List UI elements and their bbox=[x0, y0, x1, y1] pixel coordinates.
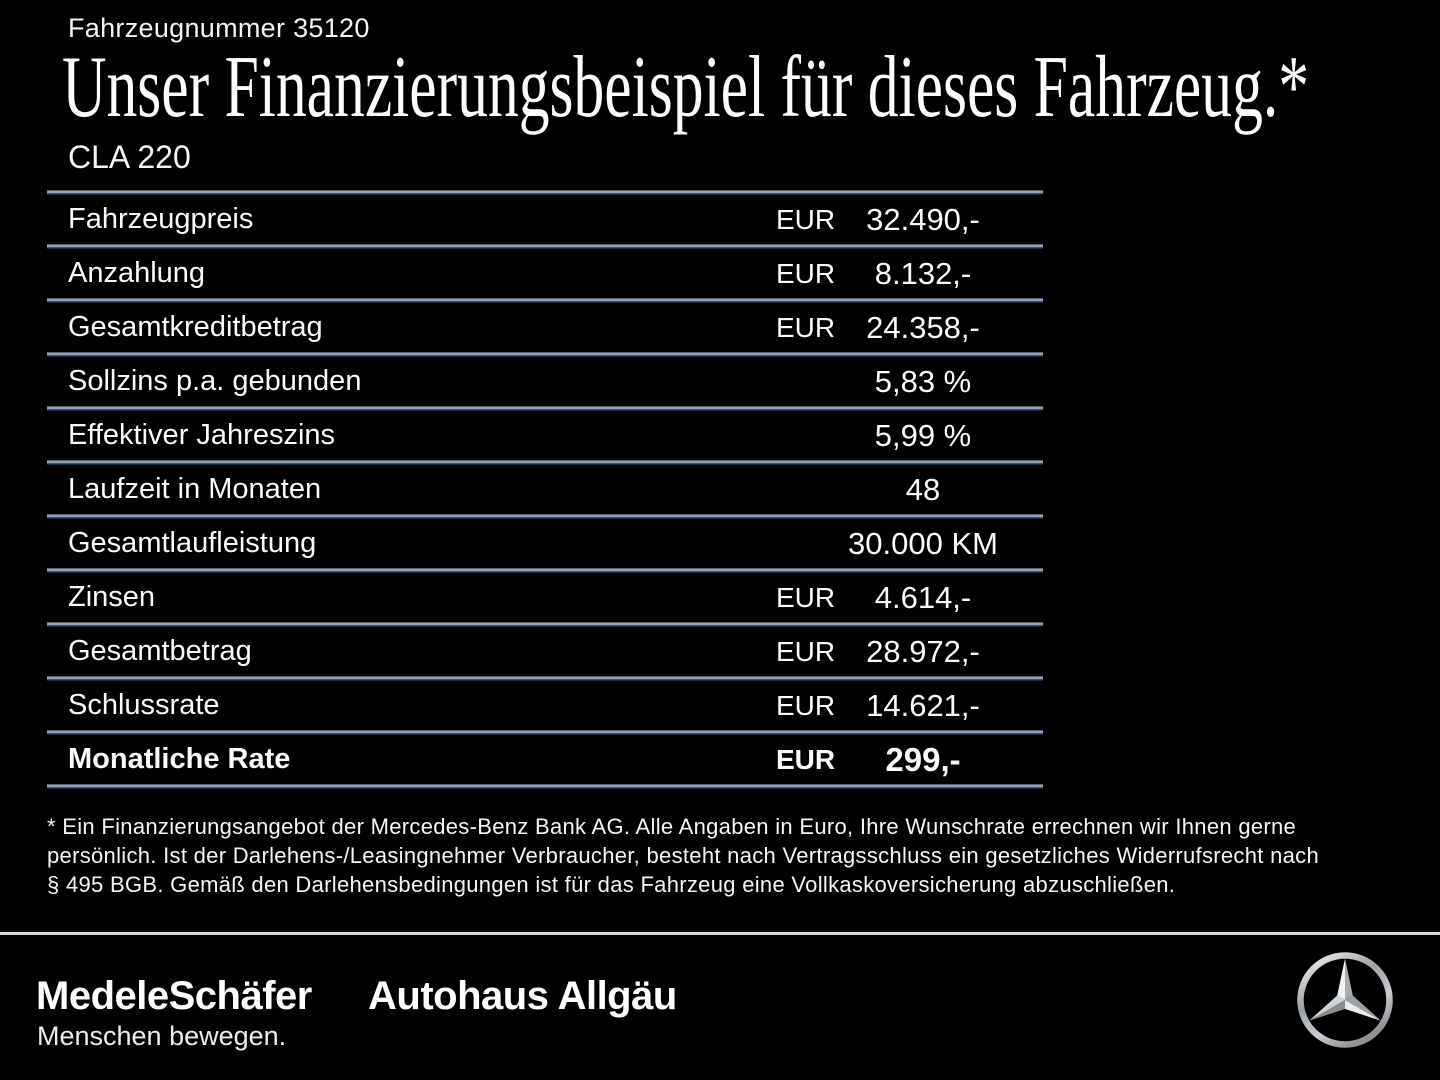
finance-row: Effektiver Jahreszins 5,99 % bbox=[47, 411, 1043, 460]
row-label: Anzahlung bbox=[68, 257, 206, 289]
dealer-name-secondary: Autohaus Allgäu bbox=[368, 974, 677, 1018]
currency-label: EUR bbox=[776, 581, 836, 613]
row-value: 4.614,- bbox=[874, 579, 972, 615]
currency-label: EUR bbox=[776, 203, 836, 235]
mercedes-star-icon bbox=[1297, 952, 1393, 1048]
vehicle-number: Fahrzeugnummer 35120 bbox=[68, 13, 370, 43]
finance-row: Anzahlung EUR 8.132,- bbox=[47, 249, 1043, 298]
dealer-tagline: Menschen bewegen. bbox=[37, 1021, 287, 1051]
row-separator bbox=[47, 568, 1043, 573]
row-separator bbox=[47, 298, 1043, 303]
footnote: * Ein Finanzierungsangebot der Mercedes-… bbox=[47, 812, 1319, 899]
row-value: 8.132,- bbox=[874, 255, 972, 291]
currency-label: EUR bbox=[776, 743, 836, 775]
currency-label: EUR bbox=[776, 689, 836, 721]
row-value: 5,99 % bbox=[874, 417, 972, 453]
row-label: Sollzins p.a. gebunden bbox=[68, 365, 362, 397]
finance-table: Fahrzeugpreis EUR 32.490,- Anzahlung EUR 8.13… bbox=[47, 190, 1043, 789]
finance-row: Zinsen EUR 4.614,- bbox=[47, 573, 1043, 622]
row-label: Effektiver Jahreszins bbox=[68, 419, 336, 451]
row-separator bbox=[47, 406, 1043, 411]
finance-row: Gesamtkreditbetrag EUR 24.358,- bbox=[47, 303, 1043, 352]
finance-row: Gesamtlaufleistung 30.000 KM bbox=[47, 519, 1043, 568]
row-separator bbox=[47, 784, 1043, 789]
model-name: CLA 220 bbox=[68, 139, 191, 175]
row-separator bbox=[47, 514, 1043, 519]
row-separator bbox=[47, 352, 1043, 357]
row-value: 24.358,- bbox=[866, 309, 980, 345]
page-title: Unser Finanzierungsbeispiel für dieses F… bbox=[62, 39, 1310, 136]
finance-row: Laufzeit in Monaten 48 bbox=[47, 465, 1043, 514]
footer-divider bbox=[0, 932, 1440, 935]
row-separator bbox=[47, 730, 1043, 735]
row-separator bbox=[47, 460, 1043, 465]
footnote-line: persönlich. Ist der Darlehens-/Leasingne… bbox=[47, 843, 1319, 868]
currency-label: EUR bbox=[776, 257, 836, 289]
currency-label: EUR bbox=[776, 635, 836, 667]
finance-row: Sollzins p.a. gebunden 5,83 % bbox=[47, 357, 1043, 406]
row-separator bbox=[47, 622, 1043, 627]
row-value: 32.490,- bbox=[866, 201, 980, 237]
row-label: Monatliche Rate bbox=[68, 743, 291, 775]
finance-row: Gesamtbetrag EUR 28.972,- bbox=[47, 627, 1043, 676]
row-value: 48 bbox=[905, 471, 941, 507]
row-label: Laufzeit in Monaten bbox=[68, 473, 322, 505]
finance-row: Monatliche Rate EUR 299,- bbox=[47, 735, 1043, 784]
row-label: Fahrzeugpreis bbox=[68, 203, 254, 235]
row-label: Gesamtkreditbetrag bbox=[68, 311, 323, 343]
row-label: Schlussrate bbox=[68, 689, 220, 721]
row-separator bbox=[47, 676, 1043, 681]
row-value: 14.621,- bbox=[866, 687, 980, 723]
row-value: 299,- bbox=[885, 740, 961, 778]
row-separator bbox=[47, 244, 1043, 249]
row-value: 5,83 % bbox=[874, 363, 972, 399]
row-label: Zinsen bbox=[68, 581, 156, 613]
finance-row: Schlussrate EUR 14.621,- bbox=[47, 681, 1043, 730]
row-label: Gesamtlaufleistung bbox=[68, 527, 317, 559]
row-label: Gesamtbetrag bbox=[68, 635, 252, 667]
currency-label: EUR bbox=[776, 311, 836, 343]
footnote-line: § 495 BGB. Gemäß den Darlehensbedingunge… bbox=[47, 872, 1176, 897]
row-value: 30.000 KM bbox=[848, 525, 998, 561]
row-value: 28.972,- bbox=[866, 633, 980, 669]
finance-row: Fahrzeugpreis EUR 32.490,- bbox=[47, 195, 1043, 244]
row-separator bbox=[47, 190, 1043, 195]
footnote-line: * Ein Finanzierungsangebot der Mercedes-… bbox=[47, 814, 1297, 839]
dealer-logo: MedeleSchäfer bbox=[36, 974, 312, 1018]
